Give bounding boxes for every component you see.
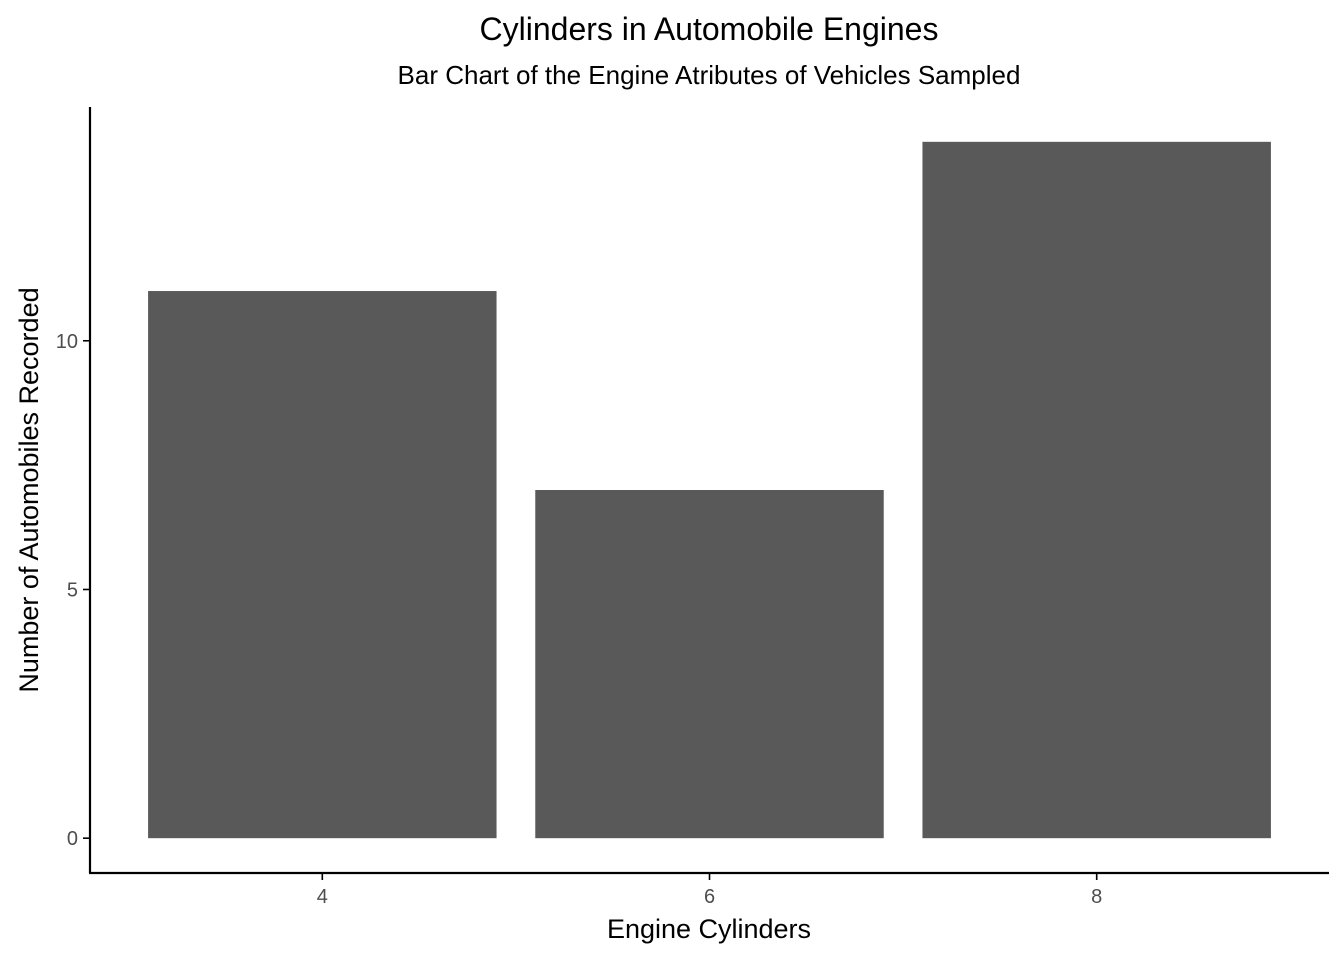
- bar-8: [922, 141, 1271, 839]
- y-axis-ticks: 0 5 10: [56, 331, 90, 850]
- bar-4: [148, 291, 497, 839]
- bars-layer: [148, 141, 1271, 839]
- x-tick-label: 8: [1091, 886, 1102, 908]
- y-axis-label: Number of Automobiles Recorded: [14, 287, 44, 692]
- y-tick-label: 10: [56, 331, 78, 353]
- x-tick-label: 4: [317, 886, 328, 908]
- bar-6: [535, 490, 884, 839]
- x-axis-label: Engine Cylinders: [607, 914, 811, 944]
- x-tick-label: 6: [704, 886, 715, 908]
- x-axis-ticks: 4 6 8: [317, 873, 1102, 908]
- y-tick-label: 0: [67, 828, 78, 850]
- chart-title: Cylinders in Automobile Engines: [480, 11, 939, 47]
- chart-subtitle: Bar Chart of the Engine Atributes of Veh…: [398, 60, 1021, 90]
- y-tick-label: 5: [67, 579, 78, 601]
